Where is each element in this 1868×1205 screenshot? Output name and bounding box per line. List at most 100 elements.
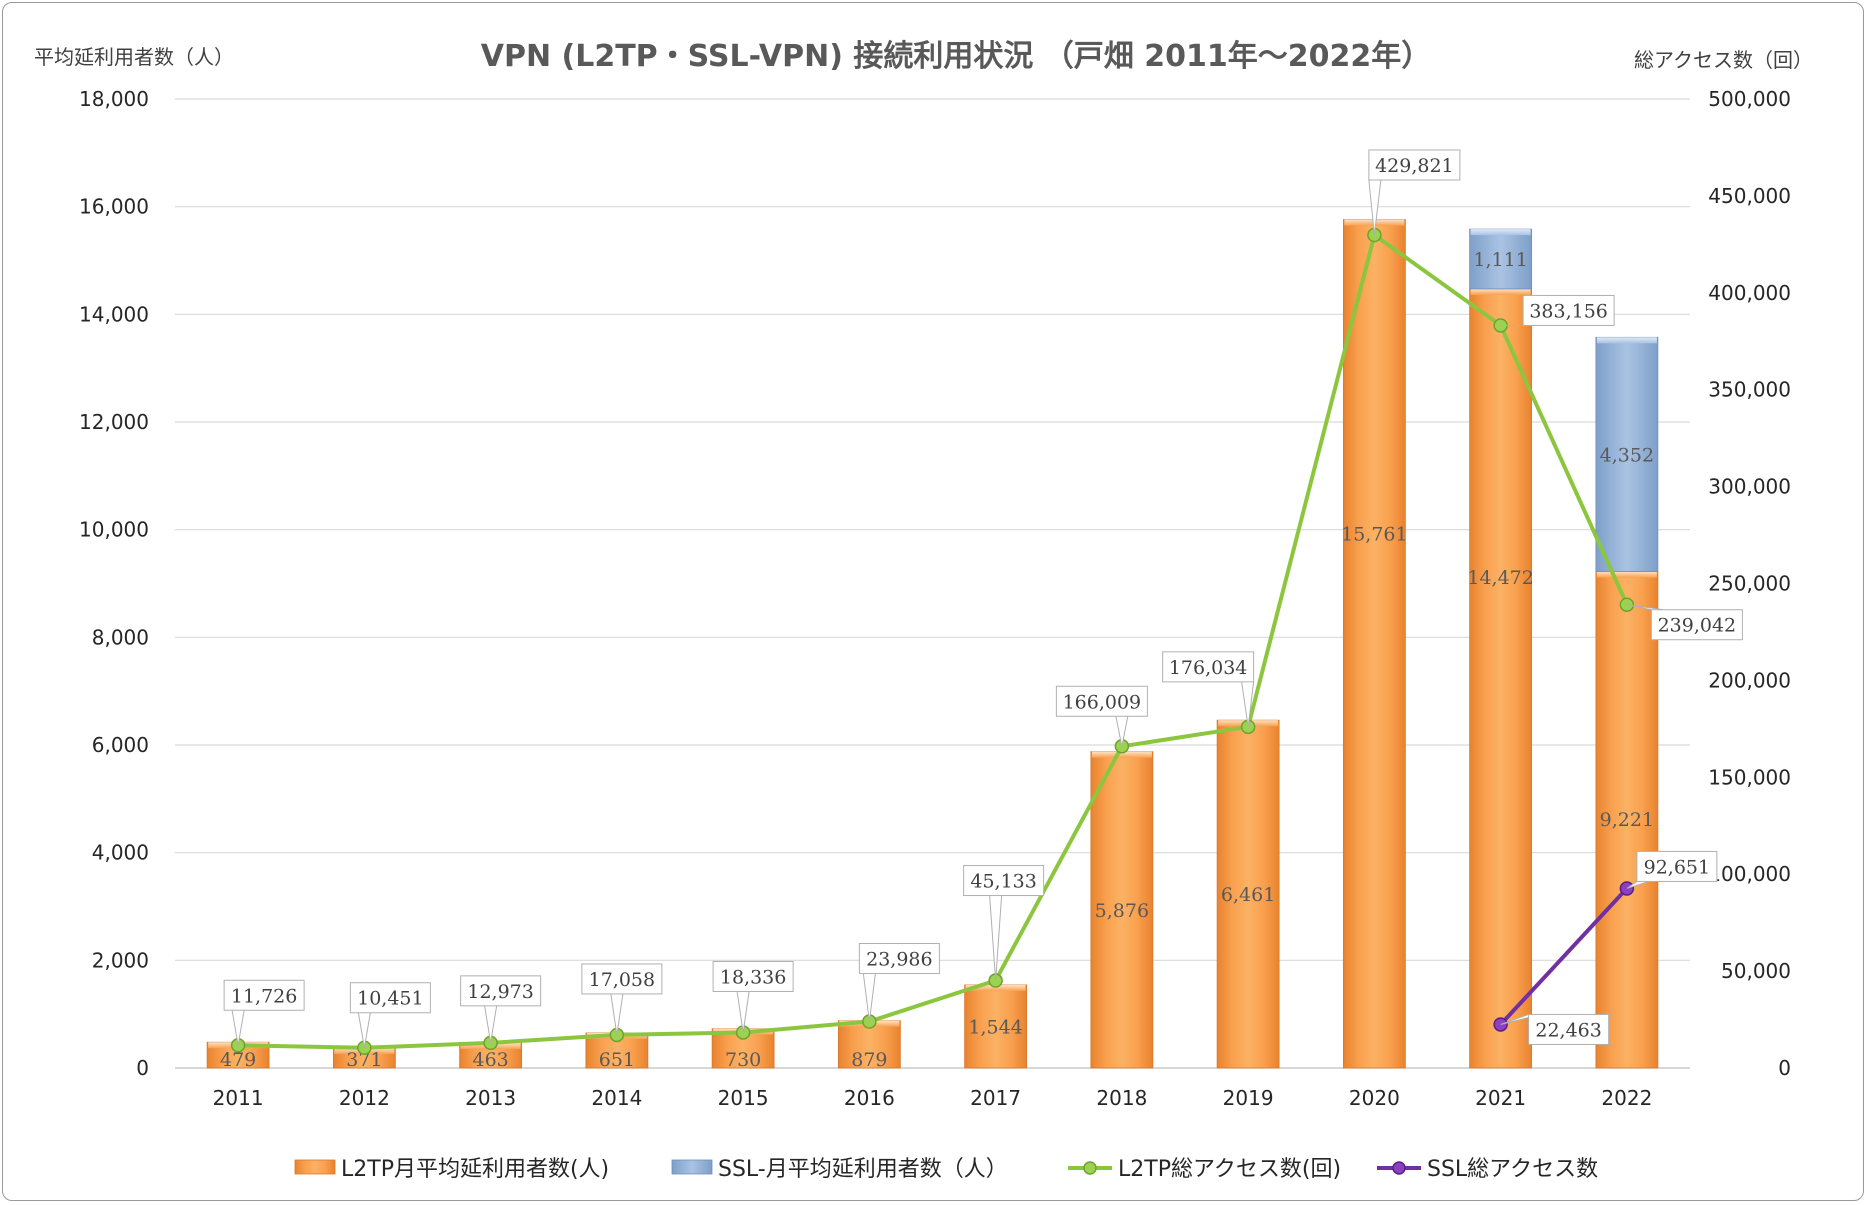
callout-pointer bbox=[1241, 681, 1255, 727]
x-axis: 2011 2012 2013 2014 2015 2016 2017 2018 2019 2020… bbox=[213, 1086, 1653, 1110]
x-tick-label: 2022 bbox=[1601, 1086, 1652, 1110]
callout-box bbox=[1528, 1013, 1610, 1045]
legend-label: L2TP月平均延利用者数(人) bbox=[341, 1157, 609, 1182]
y-left-tick-label: 18,000 bbox=[79, 87, 149, 111]
callout-pointer bbox=[1115, 716, 1129, 747]
y-right-tick-label: 400,000 bbox=[1708, 281, 1791, 305]
x-tick-label: 2013 bbox=[465, 1086, 516, 1110]
data-callout: 429,821 bbox=[1368, 149, 1461, 236]
callout-label: 166,009 bbox=[1063, 691, 1142, 713]
legend-label: SSL総アクセス数 bbox=[1427, 1157, 1598, 1182]
y-right-tick-label: 50,000 bbox=[1721, 959, 1791, 983]
y-left-tick-label: 6,000 bbox=[92, 733, 149, 757]
y-right-tick-label: 300,000 bbox=[1708, 475, 1791, 499]
legend-marker bbox=[1392, 1161, 1406, 1175]
data-callout: 176,034 bbox=[1162, 651, 1255, 727]
gridlines bbox=[175, 98, 1690, 1069]
callout-box bbox=[712, 960, 794, 992]
legend: L2TP月平均延利用者数(人) SSL-月平均延利用者数（人） L2TP総アクセス数… bbox=[294, 1157, 1598, 1182]
data-callout: 45,133 bbox=[963, 865, 1045, 981]
y-right-tick-label: 200,000 bbox=[1708, 668, 1791, 692]
y-right-tick-label: 100,000 bbox=[1708, 862, 1791, 886]
callout-pointer bbox=[484, 1005, 498, 1043]
bar-data-label: 1,544 bbox=[968, 1016, 1022, 1038]
line-l2tp-access bbox=[238, 233, 1629, 1050]
bar-ssl-users bbox=[1595, 336, 1659, 573]
callout-box bbox=[1522, 294, 1615, 326]
data-callout: 23,986 bbox=[858, 943, 940, 1022]
callout-pointer bbox=[862, 973, 876, 1022]
y-left-axis-title: 平均延利用者数（人） bbox=[34, 45, 234, 69]
y-right-tick-label: 500,000 bbox=[1708, 87, 1791, 111]
callout-pointer bbox=[1500, 1013, 1541, 1025]
bar-series bbox=[206, 219, 1659, 1069]
x-tick-label: 2014 bbox=[591, 1086, 642, 1110]
bar-data-label: 4,352 bbox=[1600, 444, 1654, 466]
callout-pointer bbox=[1368, 179, 1382, 236]
y-left-tick-label: 10,000 bbox=[79, 518, 149, 542]
legend-item: L2TP総アクセス数(回) bbox=[1068, 1157, 1341, 1182]
data-callout: 10,451 bbox=[349, 982, 431, 1048]
y-left-tick-label: 12,000 bbox=[79, 410, 149, 434]
line-series bbox=[230, 227, 1635, 1055]
bar-l2tp-users bbox=[1090, 751, 1154, 1069]
x-tick-label: 2020 bbox=[1349, 1086, 1400, 1110]
x-tick-label: 2015 bbox=[718, 1086, 769, 1110]
callout-box bbox=[581, 963, 663, 995]
x-tick-label: 2017 bbox=[970, 1086, 1021, 1110]
bar-labels: 479 371 463 651 730 879 1,544 5,876 6,461 15,761 1… bbox=[220, 249, 1654, 1071]
callout-box bbox=[1636, 850, 1718, 882]
callout-label: 176,034 bbox=[1169, 657, 1248, 679]
callout-box bbox=[858, 943, 940, 975]
legend-item: L2TP月平均延利用者数(人) bbox=[294, 1157, 609, 1182]
callout-label: 429,821 bbox=[1375, 155, 1454, 177]
callout-pointer bbox=[610, 993, 624, 1036]
data-callout: 239,042 bbox=[1626, 604, 1743, 641]
data-callout: 12,973 bbox=[460, 975, 542, 1043]
bar-l2tp-users bbox=[1342, 219, 1406, 1069]
legend-label: L2TP総アクセス数(回) bbox=[1118, 1157, 1341, 1182]
bar-data-label: 463 bbox=[472, 1049, 508, 1071]
bar-data-label: 15,761 bbox=[1341, 523, 1407, 545]
bar-data-label: 14,472 bbox=[1467, 567, 1533, 589]
y-right-tick-label: 0 bbox=[1778, 1056, 1791, 1080]
bar-data-label: 651 bbox=[599, 1049, 635, 1071]
y-right-axis: 0 50,000 100,000 150,000 200,000 250,000 300,0… bbox=[1708, 87, 1791, 1080]
y-left-tick-label: 8,000 bbox=[92, 625, 149, 649]
legend-marker bbox=[1083, 1161, 1097, 1175]
callout-pointer bbox=[1626, 880, 1650, 889]
callout-label: 23,986 bbox=[866, 949, 932, 971]
callout-label: 17,058 bbox=[589, 969, 655, 991]
bar-data-label: 371 bbox=[346, 1049, 382, 1071]
data-callout: 18,336 bbox=[712, 960, 794, 1033]
bar-top-bevel bbox=[1470, 229, 1531, 236]
y-left-tick-label: 16,000 bbox=[79, 195, 149, 219]
callout-box bbox=[1055, 685, 1148, 717]
x-tick-label: 2018 bbox=[1096, 1086, 1147, 1110]
bar-ssl-users bbox=[1469, 228, 1533, 290]
bar-data-label: 1,111 bbox=[1473, 249, 1527, 271]
line-ssl-access bbox=[1499, 887, 1629, 1026]
legend-swatch bbox=[294, 1159, 336, 1175]
callout-pointer bbox=[357, 1012, 371, 1048]
data-callout: 166,009 bbox=[1055, 685, 1148, 747]
y-left-tick-label: 0 bbox=[136, 1056, 149, 1080]
bar-data-label: 5,876 bbox=[1095, 900, 1149, 922]
legend-item: SSL総アクセス数 bbox=[1377, 1157, 1598, 1182]
bar-data-label: 9,221 bbox=[1600, 809, 1654, 831]
line-callouts: 11,726 10,451 12,973 17,058 18,336 23,986 45,1… bbox=[223, 149, 1743, 1048]
bar-top-bevel bbox=[1596, 337, 1657, 344]
y-right-tick-label: 450,000 bbox=[1708, 184, 1791, 208]
chart-title: VPN (L2TP・SSL-VPN) 接続利用状況 （戸畑 2011年～2022… bbox=[481, 39, 1432, 74]
callout-box bbox=[223, 979, 305, 1011]
bar-top-bevel bbox=[1470, 288, 1531, 295]
y-right-tick-label: 150,000 bbox=[1708, 765, 1791, 789]
bar-data-label: 6,461 bbox=[1221, 884, 1275, 906]
callout-pointer bbox=[989, 895, 1003, 981]
callout-label: 12,973 bbox=[467, 981, 533, 1003]
x-tick-label: 2021 bbox=[1475, 1086, 1526, 1110]
legend-label: SSL-月平均延利用者数（人） bbox=[718, 1157, 1008, 1182]
data-callout: 22,463 bbox=[1500, 1013, 1610, 1045]
bar-l2tp-users bbox=[1216, 719, 1280, 1069]
